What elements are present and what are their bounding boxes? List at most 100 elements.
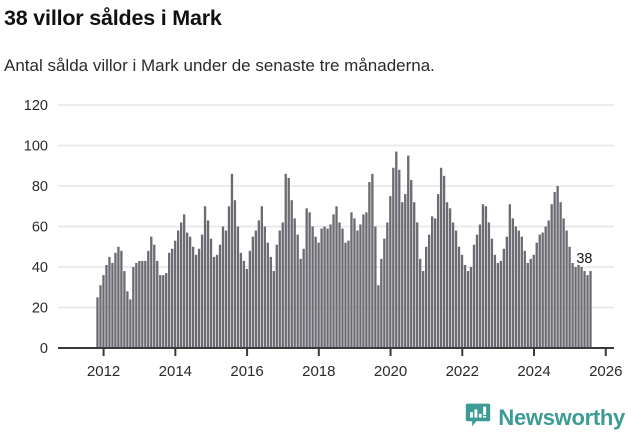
bar [257,220,261,348]
x-axis-tick-label: 2024 [517,363,550,380]
bar [266,242,269,348]
bar [108,256,111,349]
bar [350,212,353,348]
bar [105,264,108,348]
bar [427,234,431,348]
bar [442,175,446,349]
bar [236,226,240,348]
bar [380,258,383,348]
bar [475,234,479,348]
bar [251,236,255,349]
bar [305,208,308,348]
bar [206,220,210,348]
bar [454,230,458,348]
bar [215,254,219,348]
bar [556,186,559,348]
bar [263,226,266,348]
bar [290,200,293,348]
bar [314,236,317,349]
bar [203,206,207,348]
x-axis-tick-label: 2016 [230,363,263,380]
bar [138,260,141,348]
bar [230,173,234,348]
x-axis-tick-label: 2014 [159,363,192,380]
bar [293,218,296,348]
bar [141,260,144,348]
bar [311,226,314,348]
bar [179,222,183,348]
x-axis-tick-label: 2022 [446,363,479,380]
bar [132,267,135,348]
bar [299,258,302,348]
bar [422,271,425,348]
bar [571,262,574,348]
bar [114,252,117,348]
bar [359,224,362,348]
bar [245,269,249,348]
bar [209,238,213,348]
bar [308,212,311,348]
bar [562,218,565,348]
bar [135,262,138,348]
bar [410,179,413,348]
newsworthy-logo-text: Newsworthy [498,404,625,430]
bar [218,244,222,348]
bar [341,228,344,348]
bar [413,202,416,348]
bar [538,234,541,348]
newsworthy-barchart-bubble-icon [465,402,491,433]
bar [514,226,517,348]
bar [177,230,180,348]
bar [457,246,461,348]
x-axis-tick-label: 2020 [374,363,407,380]
bar [368,181,371,348]
bar [553,192,556,348]
bar [392,167,395,348]
bar [287,177,290,348]
bar [248,250,252,348]
bar [490,238,494,348]
bar [96,297,99,349]
bar [117,246,120,348]
bar [577,264,580,348]
bar [511,218,514,348]
bar [344,242,347,348]
bar [430,216,434,349]
bar [224,230,228,348]
bar [227,206,231,348]
bar [496,262,500,348]
bar [221,226,225,348]
bar [433,218,437,348]
y-axis-tick-label: 120 [24,98,48,114]
bar [460,254,464,348]
bar [156,260,159,348]
bar [544,226,547,348]
page-title: 38 villor såldes i Mark [4,6,222,30]
bar [469,267,473,348]
bar [574,267,577,348]
bar [317,242,320,348]
bar [401,202,404,348]
bar [586,275,589,348]
bar [565,230,568,348]
x-axis-tick-label: 2026 [589,363,622,380]
bar [448,208,452,348]
bar [377,285,380,348]
bar [284,173,287,348]
bar [269,256,272,349]
x-axis-tick-label: 2012 [87,363,120,380]
bar [487,222,491,348]
bar [436,194,440,348]
bar [171,248,174,348]
bar [365,212,368,348]
bar [362,214,365,348]
bar [254,230,258,348]
bar [416,222,419,348]
bar [535,242,538,348]
bar [371,173,374,348]
bar [478,224,482,348]
bar [445,202,449,348]
bar [559,202,562,348]
bar [194,254,198,348]
